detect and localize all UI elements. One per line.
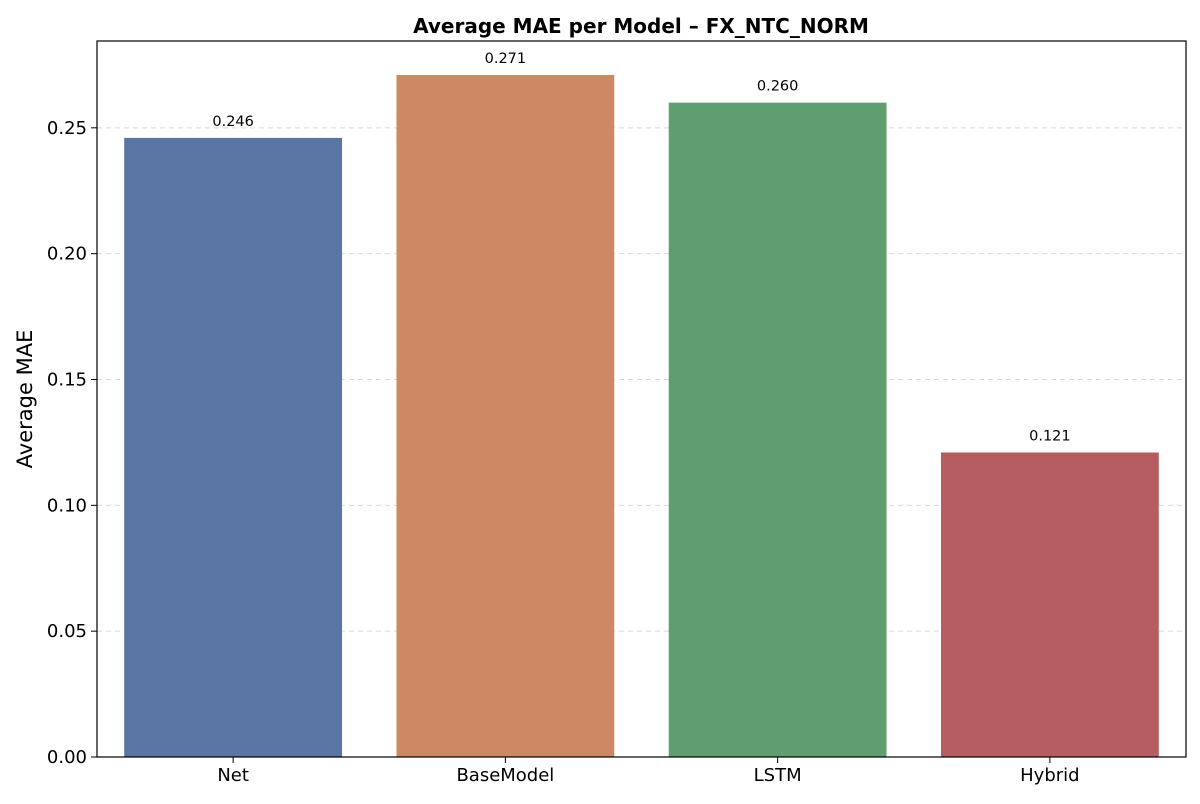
value-label-layer: 0.246 0.271 0.260 0.121 [212, 51, 1070, 445]
y-tick-label: 0.15 [47, 369, 87, 390]
y-tick-label: 0.00 [47, 747, 87, 768]
bar [124, 137, 343, 757]
y-tick-label: 0.10 [47, 495, 87, 516]
y-axis-label: Average MAE [13, 330, 37, 469]
y-tick-label: 0.05 [47, 621, 87, 642]
value-label: 0.246 [212, 114, 254, 130]
value-label: 0.271 [485, 51, 527, 67]
bar-layer [124, 74, 1159, 757]
value-label: 0.260 [757, 79, 799, 95]
bar [396, 74, 615, 757]
x-tick-label: Net [217, 765, 249, 786]
y-tick-label: 0.25 [47, 118, 87, 139]
axis-layer: Net BaseModel LSTM Hybrid 0.00 0.05 0.10 0.15 0.… [47, 40, 1187, 786]
x-tick-label: LSTM [754, 765, 802, 786]
x-tick-label: BaseModel [456, 765, 554, 786]
bar [940, 452, 1159, 757]
plot-frame [96, 40, 1187, 758]
x-tick-label: Hybrid [1020, 765, 1079, 786]
value-label: 0.121 [1029, 428, 1071, 444]
chart-title: Average MAE per Model – FX_NTC_NORM [413, 14, 869, 38]
y-tick-label: 0.20 [47, 244, 87, 265]
bar [668, 102, 887, 757]
